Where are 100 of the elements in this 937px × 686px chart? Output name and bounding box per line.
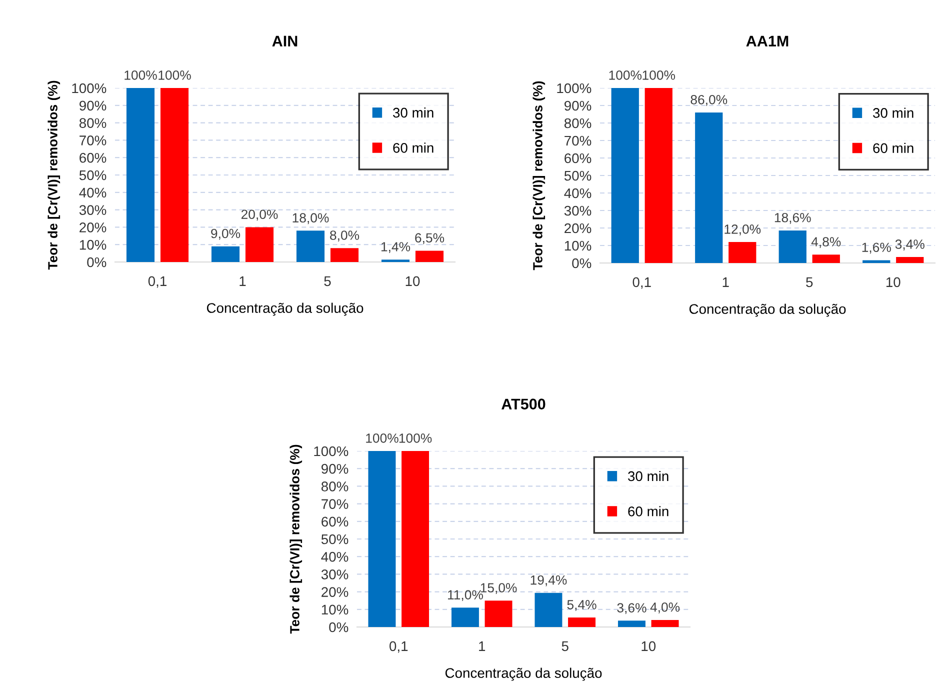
bar: [812, 254, 840, 263]
data-label: 8,0%: [330, 230, 360, 242]
y-tick-label: 50%: [321, 534, 348, 544]
y-tick-label: 10%: [80, 240, 106, 250]
data-label: 1,4%: [381, 242, 410, 253]
bar: [245, 227, 274, 262]
y-tick-label: 40%: [564, 188, 592, 198]
y-tick-label: 20%: [564, 223, 592, 234]
data-label: 4,0%: [650, 602, 680, 614]
chart-title: AIN: [272, 36, 298, 46]
chart-title: AT500: [502, 398, 546, 410]
y-tick-label: 40%: [79, 188, 106, 198]
legend-label: 30 min: [393, 107, 434, 118]
bar: [451, 608, 479, 627]
legend-label: 30 min: [628, 470, 668, 482]
y-axis-title: Teor de [Cr(VI)] removidos (%): [532, 81, 546, 270]
data-label: 100%: [399, 433, 432, 443]
data-label: 19,4%: [530, 575, 567, 586]
data-label: 86,0%: [690, 94, 728, 106]
y-tick-label: 20%: [322, 587, 348, 597]
legend-label: 60 min: [393, 142, 434, 153]
bar: [695, 112, 723, 263]
y-tick-label: 80%: [321, 482, 348, 492]
y-tick-label: 70%: [322, 499, 348, 509]
bar: [568, 617, 596, 627]
data-label: 18,0%: [292, 213, 329, 224]
y-tick-label: 10%: [322, 604, 348, 615]
x-tick-label: 5: [562, 641, 568, 652]
bar: [862, 260, 890, 263]
y-tick-label: 30%: [564, 206, 592, 216]
legend-label: 30 min: [873, 108, 914, 118]
y-tick-label: 20%: [80, 222, 106, 232]
y-tick-label: 80%: [79, 118, 106, 128]
data-label: 9,0%: [211, 228, 240, 240]
y-tick-label: 0%: [87, 257, 106, 268]
data-label: 100%: [366, 433, 398, 443]
x-tick-label: 5: [806, 277, 813, 288]
data-label: 5,4%: [567, 600, 596, 611]
y-tick-label: 90%: [564, 100, 592, 111]
y-tick-label: 10%: [564, 240, 592, 251]
x-axis-title: Concentração da solução: [689, 304, 846, 317]
x-tick-label: 5: [324, 276, 331, 286]
bar: [534, 592, 562, 627]
x-tick-label: 1: [722, 277, 729, 287]
x-tick-label: 10: [642, 641, 656, 652]
x-tick-label: 1: [479, 641, 486, 651]
bar: [415, 250, 444, 262]
y-tick-label: 40%: [321, 552, 348, 562]
bar: [484, 600, 512, 627]
y-tick-label: 0%: [329, 622, 348, 632]
data-label: 100%: [609, 70, 642, 80]
bar: [644, 88, 672, 263]
data-label: 20,0%: [241, 210, 278, 221]
bar: [330, 248, 359, 262]
data-label: 11,0%: [448, 590, 483, 602]
data-label: 4,8%: [811, 237, 841, 248]
y-tick-label: 100%: [314, 446, 348, 456]
y-tick-label: 70%: [80, 136, 106, 146]
y-tick-label: 30%: [321, 570, 348, 580]
x-tick-label: 0,1: [632, 277, 651, 289]
bar: [611, 88, 639, 263]
data-label: 1,6%: [862, 242, 891, 254]
bar: [778, 230, 806, 263]
y-tick-label: 30%: [79, 205, 106, 215]
y-tick-label: 0%: [572, 258, 592, 268]
legend-label: 60 min: [628, 506, 668, 516]
y-tick-label: 60%: [564, 153, 592, 164]
y-tick-label: 50%: [564, 170, 592, 181]
bar: [160, 88, 189, 262]
bar: [651, 620, 679, 627]
y-tick-label: 90%: [80, 100, 106, 111]
x-tick-label: 0,1: [390, 641, 408, 653]
y-tick-label: 70%: [564, 136, 592, 146]
bar: [296, 230, 325, 262]
bar: [126, 88, 155, 262]
data-label: 100%: [158, 70, 191, 80]
y-axis-title: Teor de [Cr(VI)] removidos (%): [290, 444, 302, 634]
x-tick-label: 10: [886, 277, 900, 288]
bar: [402, 451, 430, 627]
data-label: 100%: [124, 70, 157, 80]
data-label: 100%: [642, 70, 676, 80]
bar: [368, 451, 396, 627]
y-tick-label: 100%: [557, 83, 592, 94]
data-label: 3,4%: [895, 240, 924, 250]
y-tick-label: 60%: [322, 516, 348, 527]
x-axis-title: Concentração da solução: [445, 668, 602, 681]
data-label: 12,0%: [724, 224, 761, 236]
legend-label: 60 min: [873, 142, 914, 154]
x-tick-label: 1: [240, 276, 246, 286]
y-axis-title: Teor de [Cr(VI)] removidos (%): [48, 80, 60, 270]
x-axis-title: Concentração da solução: [206, 302, 364, 316]
y-tick-label: 80%: [564, 118, 592, 128]
x-tick-label: 10: [406, 276, 420, 286]
bar: [618, 620, 646, 627]
x-tick-label: 0,1: [148, 276, 166, 288]
y-tick-label: 90%: [322, 464, 348, 474]
chart-title: AA1M: [746, 36, 788, 46]
data-label: 15,0%: [480, 583, 517, 594]
bar: [896, 257, 924, 263]
bar: [728, 242, 756, 263]
